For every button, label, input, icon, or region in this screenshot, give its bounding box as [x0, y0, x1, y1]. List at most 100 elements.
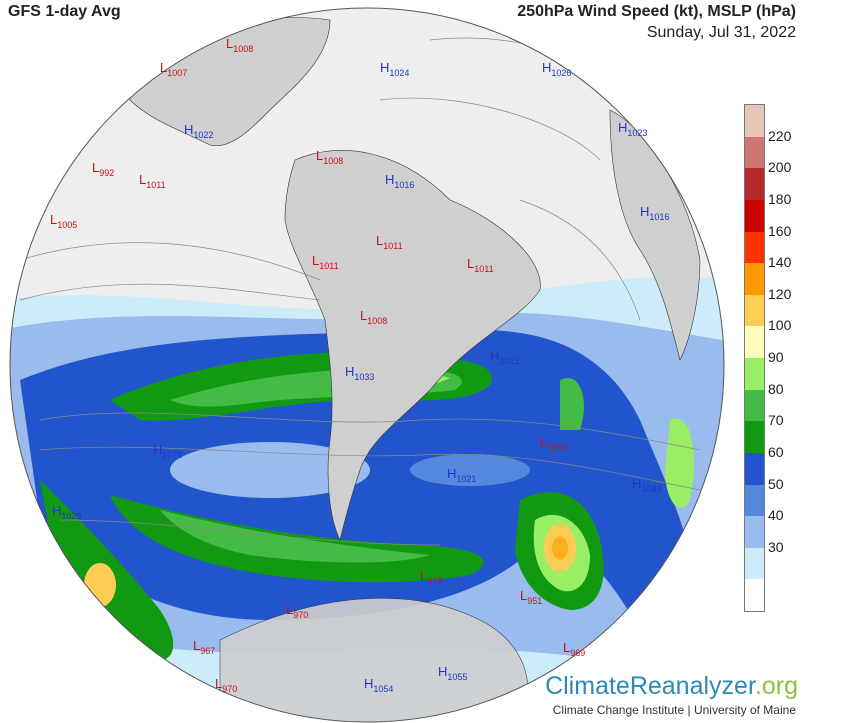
pressure-center-type: H	[490, 348, 499, 363]
pressure-value: 1005	[57, 220, 77, 230]
pressure-center-type: L	[160, 60, 167, 75]
jet-core-northeast	[560, 378, 584, 430]
pressure-center-type: H	[364, 676, 373, 691]
legend-swatch	[745, 231, 764, 264]
brand-name: ClimateReanalyzer	[545, 672, 755, 700]
high-pressure-label: H1024	[380, 60, 409, 78]
low-pressure-label: L1005	[50, 212, 77, 230]
jet-core-far-east	[665, 418, 694, 509]
legend-swatch	[745, 484, 764, 517]
pressure-center-type: L	[193, 638, 200, 653]
brand-logo: ClimateReanalyzer.org	[545, 672, 798, 701]
pressure-center-type: H	[447, 466, 456, 481]
jet-core-south-inner	[160, 510, 430, 563]
pressure-value: 1028	[61, 511, 81, 521]
pressure-value: 1008	[323, 156, 343, 166]
pressure-center-type: H	[345, 364, 354, 379]
pressure-value: 1021	[456, 474, 476, 484]
legend-tick-label: 70	[768, 412, 784, 429]
pressure-value: 1011	[319, 261, 338, 271]
legend-tick-label: 100	[768, 317, 792, 334]
legend-swatch	[745, 421, 764, 453]
pressure-center-type: H	[380, 60, 389, 75]
pressure-value: 1026	[551, 68, 571, 78]
low-pressure-label: L970	[286, 602, 308, 620]
high-pressure-label: H1022	[184, 122, 213, 140]
pressure-value: 1011	[474, 264, 493, 274]
low-pressure-label: L969	[563, 640, 585, 658]
pressure-value: 967	[200, 646, 215, 656]
high-pressure-label: H1016	[385, 172, 414, 190]
low-pressure-label: L973	[420, 568, 442, 586]
pressure-value: 1054	[373, 684, 393, 694]
brand-tld: .org	[754, 672, 798, 700]
low-pressure-label: L1007	[160, 60, 187, 78]
legend-tick-label: 160	[768, 222, 792, 239]
low-pressure-label: L951	[520, 588, 542, 606]
low-pressure-label: L1010	[540, 434, 567, 452]
high-pressure-label: H1054	[364, 676, 393, 694]
legend-swatch	[745, 579, 764, 611]
pressure-value: 1033	[641, 484, 661, 494]
map-date: Sunday, Jul 31, 2022	[646, 24, 796, 41]
legend-tick-label: 50	[768, 475, 784, 492]
legend-swatch	[745, 105, 764, 137]
land-south-america	[284, 150, 541, 541]
pressure-center-type: L	[420, 568, 427, 583]
high-pressure-label: H1033	[632, 476, 661, 494]
pressure-center-type: H	[542, 60, 551, 75]
legend-tick-label: 80	[768, 380, 784, 397]
pressure-value: 1008	[367, 316, 387, 326]
pressure-value: 1022	[193, 130, 213, 140]
low-pressure-label: L970	[215, 676, 237, 694]
pressure-value: 1023	[627, 128, 647, 138]
pressure-center-type: L	[376, 233, 383, 248]
legend-tick-label: 200	[768, 159, 792, 176]
pressure-center-type: L	[316, 148, 323, 163]
map-title-left: GFS 1-day Avg	[8, 3, 121, 20]
jet-max-southwest	[84, 563, 116, 607]
legend-swatch	[745, 326, 764, 358]
legend-swatch	[745, 358, 764, 390]
legend-swatch	[745, 263, 764, 295]
low-pressure-label: L1008	[316, 148, 343, 166]
pressure-value: 1016	[394, 180, 414, 190]
high-pressure-label: H1055	[438, 664, 467, 682]
pressure-center-type: L	[215, 676, 222, 691]
pressure-center-type: H	[438, 664, 447, 679]
high-pressure-label: H1028	[153, 442, 182, 460]
legend-swatch	[745, 136, 764, 169]
pressure-center-type: L	[360, 308, 367, 323]
pressure-center-type: L	[312, 253, 319, 268]
pressure-center-type: H	[632, 476, 641, 491]
low-pressure-label: L1011	[139, 172, 166, 190]
legend-swatch	[745, 547, 764, 580]
pressure-value: 951	[527, 596, 542, 606]
legend-tick-label: 60	[768, 443, 784, 460]
high-pressure-label: H1033	[345, 364, 374, 382]
legend-tick-label: 220	[768, 127, 792, 144]
pressure-value: 969	[570, 648, 585, 658]
pressure-center-type: H	[385, 172, 394, 187]
low-pressure-label: L1008	[360, 308, 387, 326]
high-pressure-label: H1016	[640, 204, 669, 222]
pressure-center-type: L	[226, 36, 233, 51]
pressure-center-type: H	[52, 503, 61, 518]
high-pressure-label: H1026	[542, 60, 571, 78]
pressure-value: 1028	[162, 450, 182, 460]
legend-swatch	[745, 516, 764, 548]
pressure-center-type: H	[640, 204, 649, 219]
pressure-value: 1055	[447, 672, 467, 682]
pressure-center-type: L	[563, 640, 570, 655]
high-pressure-label: H1028	[52, 503, 81, 521]
brand-credit: Climate Change Institute | University of…	[552, 703, 796, 717]
legend-tick-label: 140	[768, 254, 792, 271]
legend-tick-label: 90	[768, 349, 784, 365]
high-pressure-label: H1023	[618, 120, 647, 138]
pressure-value: 970	[293, 610, 308, 620]
low-pressure-label: L992	[92, 160, 114, 178]
calm-region-2	[410, 454, 530, 486]
pressure-value: 1024	[389, 68, 409, 78]
low-pressure-label: L1008	[226, 36, 253, 54]
